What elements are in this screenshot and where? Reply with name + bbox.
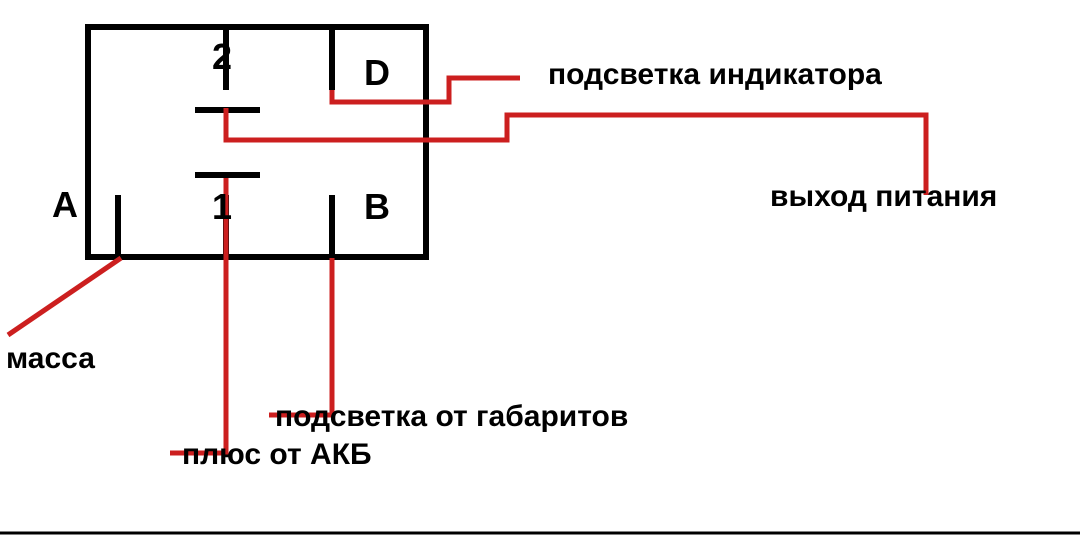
- pin-label-A: A: [52, 184, 78, 226]
- label-from-dims: подсветка от габаритов: [275, 400, 628, 434]
- label-power-out: выход питания: [770, 180, 997, 214]
- label-plus-akb: плюс от АКБ: [182, 438, 372, 472]
- pin-label-B: B: [364, 186, 390, 228]
- label-indicator: подсветка индикатора: [548, 58, 882, 92]
- pin-label-D: D: [364, 52, 390, 94]
- diagram-canvas: A 1 B 2 D подсветка индикатора выход пит…: [0, 0, 1080, 537]
- pin-label-2: 2: [212, 36, 232, 78]
- pin-label-1: 1: [212, 186, 232, 228]
- label-mass: масса: [6, 342, 95, 376]
- diagram-svg: [0, 0, 1080, 537]
